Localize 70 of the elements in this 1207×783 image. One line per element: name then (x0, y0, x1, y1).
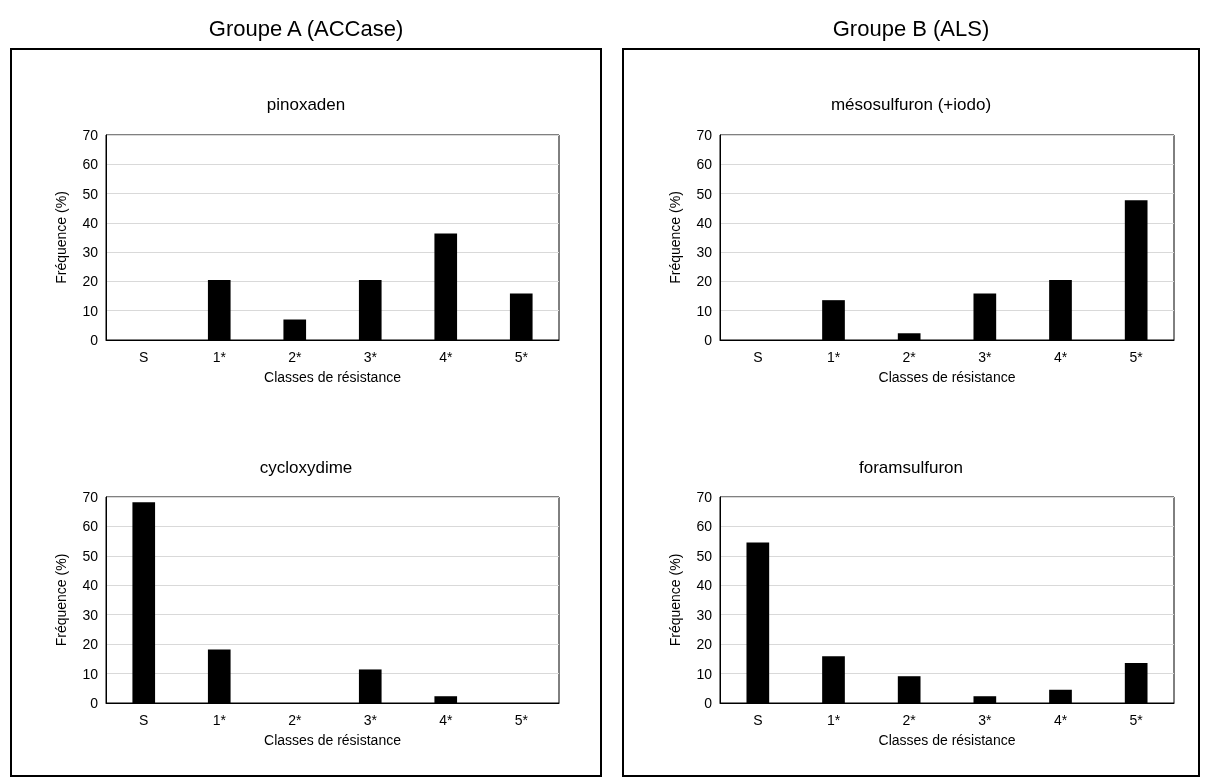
y-axis-title: Fréquence (%) (667, 553, 683, 647)
text: Groupe B (ALS) (831, 16, 991, 42)
x-tick-label: 1* (212, 712, 227, 728)
y-tick-label: 50 (82, 185, 99, 202)
text: Groupe A (ACCase) (207, 16, 405, 42)
x-tick-label: 2* (902, 349, 917, 365)
y-tick-label: 20 (696, 273, 713, 290)
y-axis-title: Fréquence (%) (53, 553, 69, 647)
x-tick-label: 4* (1053, 349, 1068, 365)
y-tick-label: 10 (82, 302, 99, 319)
y-tick-label: 40 (82, 214, 99, 231)
y-tick-label: 10 (696, 302, 713, 319)
x-axis-title: Classes de résistance (264, 732, 402, 748)
y-tick-label: 60 (696, 518, 713, 535)
x-tick-label: 4* (439, 712, 453, 728)
y-axis-title: Fréquence (%) (53, 191, 69, 284)
y-tick-label: 60 (82, 518, 99, 535)
chart-title: pinoxaden (266, 95, 346, 114)
x-tick-label: 5* (1129, 712, 1144, 728)
x-tick-label: 2* (288, 349, 302, 365)
y-tick-label: 60 (696, 156, 713, 173)
y-tick-label: 40 (696, 577, 713, 594)
x-tick-label: 5* (514, 712, 529, 728)
x-tick-label: 3* (363, 712, 378, 728)
y-tick-label: 10 (696, 665, 713, 682)
y-tick-label: 10 (82, 665, 99, 682)
x-tick-label: 4* (1053, 712, 1068, 728)
x-tick-label: 5* (1129, 349, 1144, 365)
x-tick-label: S (753, 349, 763, 365)
x-tick-label: 3* (363, 349, 378, 365)
x-tick-label: 3* (978, 349, 992, 365)
x-tick-label: S (753, 712, 763, 728)
y-axis-title: Fréquence (%) (667, 191, 683, 284)
x-tick-label: 4* (439, 349, 453, 365)
x-tick-label: 2* (288, 712, 302, 728)
y-tick-label: 70 (82, 489, 99, 505)
x-tick-label: 1* (212, 349, 227, 365)
y-tick-label: 30 (696, 606, 713, 623)
x-tick-label: 1* (826, 712, 841, 728)
y-tick-label: 50 (696, 547, 713, 564)
y-tick-label: 0 (90, 332, 99, 348)
x-axis-title: Classes de résistance (878, 369, 1016, 385)
x-tick-label: 1* (826, 349, 841, 365)
y-tick-label: 70 (696, 489, 713, 505)
y-tick-label: 0 (704, 695, 713, 711)
x-axis-title: Classes de résistance (878, 732, 1016, 748)
y-tick-label: 30 (82, 606, 99, 623)
x-tick-label: 3* (978, 712, 992, 728)
y-tick-label: 70 (82, 127, 99, 143)
y-tick-label: 20 (82, 273, 99, 290)
y-tick-label: 20 (82, 636, 99, 653)
x-tick-label: 5* (514, 349, 529, 365)
y-tick-label: 50 (82, 547, 99, 564)
y-tick-label: 30 (82, 244, 99, 261)
chart-title: cycloxydime (259, 458, 353, 477)
y-tick-label: 40 (82, 577, 99, 594)
y-tick-label: 60 (82, 156, 99, 173)
x-tick-label: S (139, 712, 149, 728)
y-tick-label: 0 (704, 332, 713, 348)
y-tick-label: 40 (696, 214, 713, 231)
y-tick-label: 70 (696, 127, 713, 143)
x-tick-label: S (139, 349, 149, 365)
y-tick-label: 50 (696, 185, 713, 202)
y-tick-label: 0 (90, 695, 99, 711)
chart-title: mésosulfuron (+iodo) (830, 95, 992, 114)
chart-title: foramsulfuron (859, 458, 963, 477)
y-tick-label: 20 (696, 636, 713, 653)
x-tick-label: 2* (902, 712, 917, 728)
y-tick-label: 30 (696, 244, 713, 261)
x-axis-title: Classes de résistance (264, 369, 402, 385)
